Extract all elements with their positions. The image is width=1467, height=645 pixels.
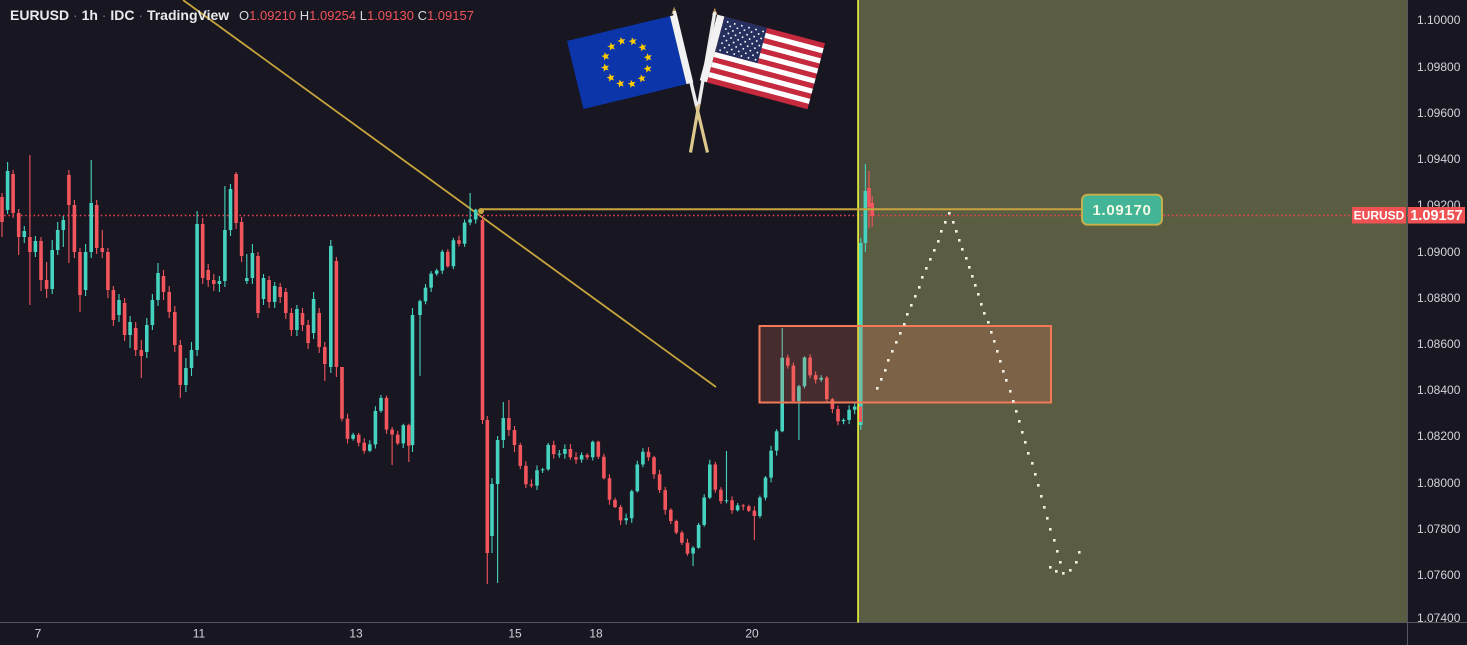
svg-text:13: 13: [349, 627, 363, 641]
svg-text:1.08600: 1.08600: [1417, 337, 1461, 351]
svg-text:1.09800: 1.09800: [1417, 60, 1461, 74]
svg-text:1.09000: 1.09000: [1417, 245, 1461, 259]
svg-text:EURUSD · 1h · IDC · TradingVie: EURUSD · 1h · IDC · TradingView: [10, 7, 229, 23]
svg-text:1.08000: 1.08000: [1417, 476, 1461, 490]
svg-text:EURUSD: EURUSD: [1354, 208, 1405, 222]
svg-text:1.09157: 1.09157: [1410, 208, 1462, 224]
svg-text:1.08400: 1.08400: [1417, 383, 1461, 397]
svg-text:15: 15: [508, 627, 522, 641]
svg-text:18: 18: [589, 627, 603, 641]
svg-text:1.07800: 1.07800: [1417, 522, 1461, 536]
svg-text:1.09170: 1.09170: [1092, 202, 1151, 219]
svg-text:1.07600: 1.07600: [1417, 568, 1461, 582]
svg-text:1.07400: 1.07400: [1417, 611, 1461, 625]
svg-text:7: 7: [35, 627, 42, 641]
svg-text:1.08200: 1.08200: [1417, 429, 1461, 443]
svg-text:1.10000: 1.10000: [1417, 13, 1461, 27]
svg-text:1.08800: 1.08800: [1417, 291, 1461, 305]
svg-text:O1.09210 H1.09254 L1.09130 C1.: O1.09210 H1.09254 L1.09130 C1.09157: [239, 8, 474, 23]
svg-text:11: 11: [193, 627, 206, 641]
svg-text:20: 20: [745, 627, 759, 641]
svg-text:1.09600: 1.09600: [1417, 106, 1461, 120]
svg-text:1.09400: 1.09400: [1417, 152, 1461, 166]
